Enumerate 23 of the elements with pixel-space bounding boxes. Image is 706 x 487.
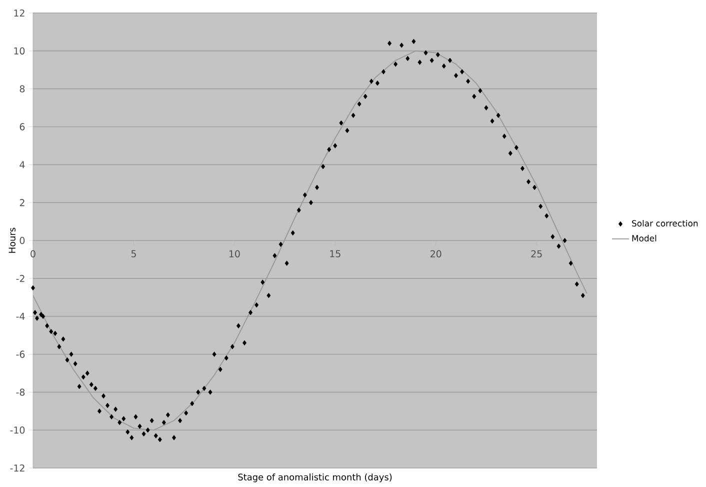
- x-tick-label: 10: [229, 250, 240, 258]
- y-tick-label: 0: [20, 236, 25, 244]
- y-tick-label: 12: [14, 9, 24, 17]
- y-tick-label: -2: [16, 274, 24, 282]
- y-tick-label: 10: [14, 47, 25, 54]
- x-tick-label: 15: [330, 250, 340, 258]
- y-tick-label: -8: [16, 388, 25, 396]
- legend-label: Model: [632, 234, 656, 242]
- x-tick-label: 25: [531, 250, 542, 258]
- y-axis-title: Hours: [8, 228, 16, 253]
- y-tick-label: 2: [20, 199, 24, 206]
- x-tick-label: 20: [430, 250, 442, 258]
- y-tick-label: -6: [16, 350, 25, 358]
- y-tick-label: -10: [10, 426, 25, 434]
- x-axis-title: Stage of anomalistic month (days): [238, 474, 392, 482]
- legend-label: Solar correction: [632, 220, 698, 227]
- y-tick-label: 4: [20, 161, 25, 168]
- x-tick-label: 5: [131, 250, 136, 258]
- y-tick-label: 6: [20, 123, 25, 130]
- y-tick-label: -4: [16, 312, 25, 320]
- y-tick-label: -12: [10, 464, 24, 472]
- x-tick-label: 0: [30, 250, 36, 258]
- y-tick-label: 8: [20, 85, 25, 92]
